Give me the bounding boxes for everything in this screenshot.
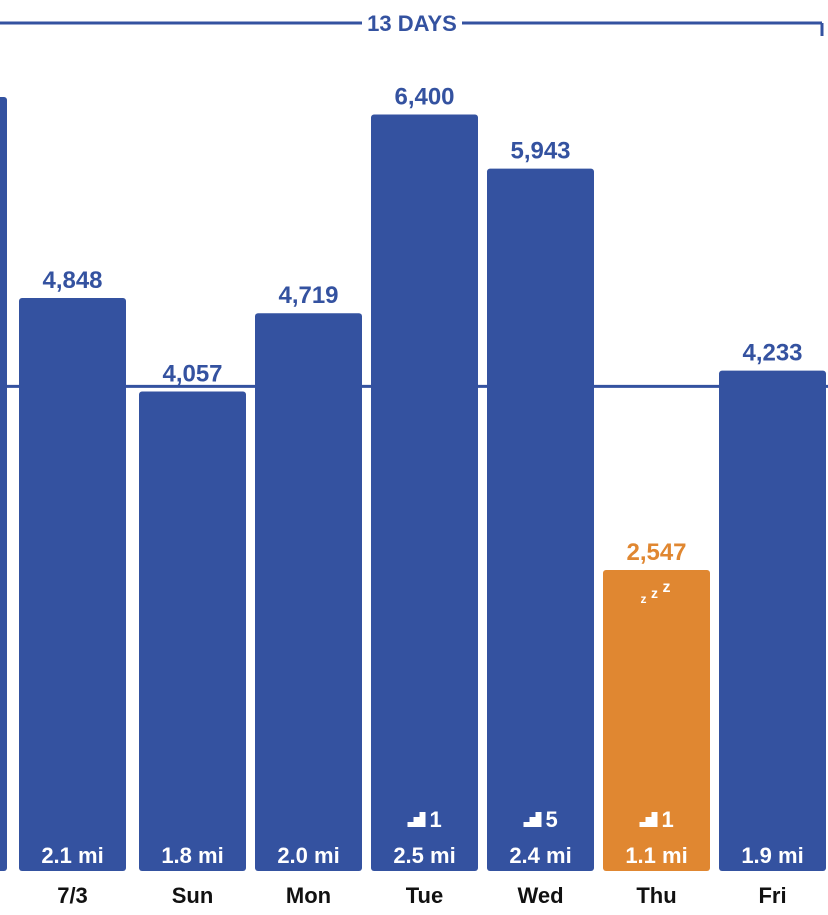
bars: 4,848 2.1 mi 7/3 4,057 1.8 mi Sun 4,719 2.0 mi M… <box>0 84 826 908</box>
floors-count: 5 <box>546 807 558 832</box>
bar-distance-label: 2.0 mi <box>277 843 339 868</box>
bar-distance-label: 1.9 mi <box>741 843 803 868</box>
range-bracket: 13 DAYS <box>0 11 824 36</box>
day-label: Wed <box>517 883 563 908</box>
day-label: Thu <box>636 883 676 908</box>
bar-value-label: 5,943 <box>510 138 570 165</box>
bar <box>139 391 246 871</box>
bar <box>719 370 826 871</box>
bar-value-label: 6,400 <box>394 84 454 111</box>
bar-distance-label: 2.4 mi <box>509 843 571 868</box>
bar <box>0 97 7 871</box>
floors-count: 1 <box>662 807 674 832</box>
stairs-icon <box>633 807 658 827</box>
bar <box>603 569 710 871</box>
bar <box>487 168 594 871</box>
bar-distance-label: 2.1 mi <box>41 843 103 868</box>
bar-value-label: 2,547 <box>626 539 686 566</box>
bar <box>371 114 478 872</box>
stairs-icon <box>401 807 426 827</box>
bar-distance-label: 2.5 mi <box>393 843 455 868</box>
sleep-z-glyph: z <box>641 592 647 606</box>
bar-value-label: 4,233 <box>742 340 802 367</box>
sleep-z-glyph: z <box>663 579 671 596</box>
stairs-icon <box>517 807 542 827</box>
day-label: Sun <box>172 883 214 908</box>
bar-distance-label: 1.8 mi <box>161 843 223 868</box>
bar-value-label: 4,057 <box>162 360 222 387</box>
day-label: 7/3 <box>57 883 88 908</box>
day-label: Mon <box>286 883 331 908</box>
bar <box>19 297 126 871</box>
floors-count: 1 <box>430 807 442 832</box>
day-label: Tue <box>406 883 443 908</box>
range-label: 13 DAYS <box>367 11 457 36</box>
bar <box>255 313 362 871</box>
day-label: Fri <box>758 883 786 908</box>
sleep-z-glyph: z <box>651 585 658 601</box>
bar-value-label: 4,719 <box>278 282 338 309</box>
bar-distance-label: 1.1 mi <box>625 843 687 868</box>
bar-value-label: 4,848 <box>42 267 102 294</box>
